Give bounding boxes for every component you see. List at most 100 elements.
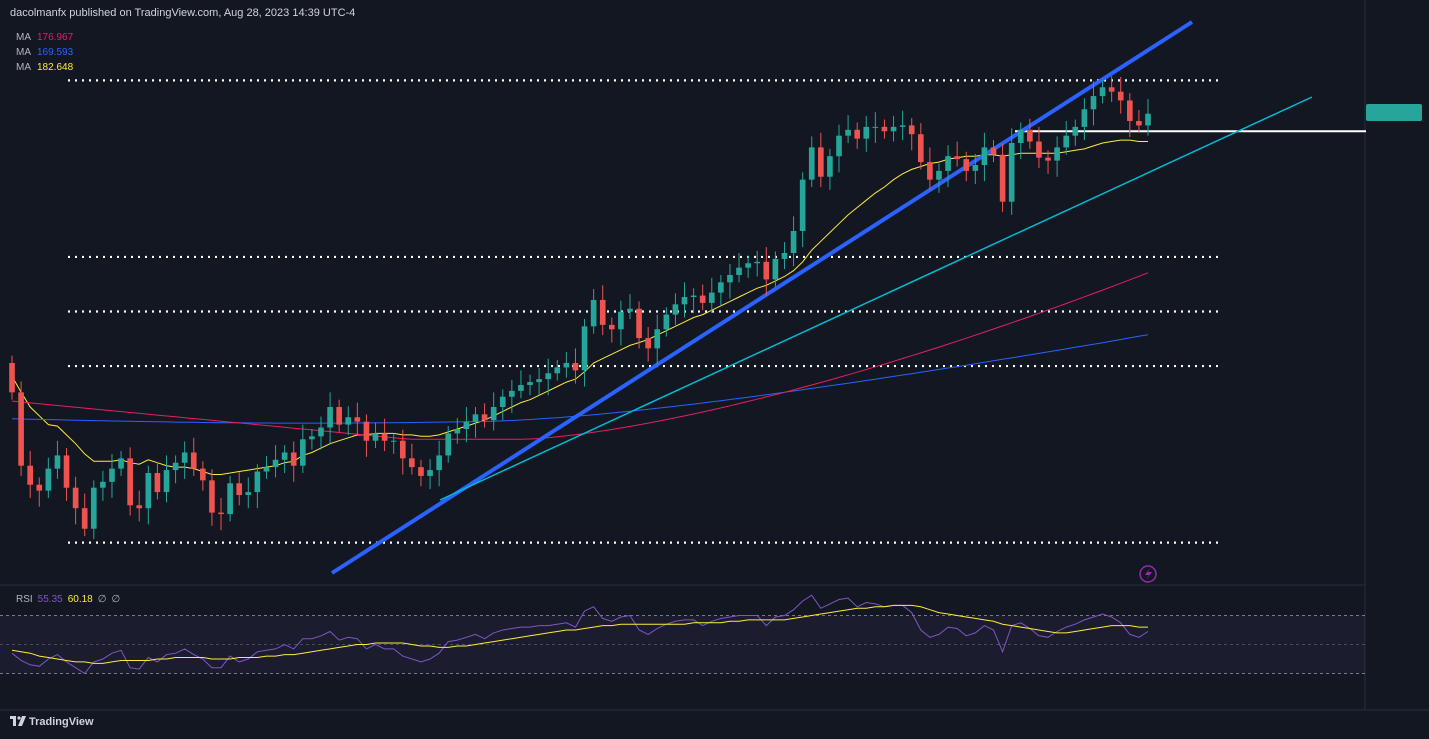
candle-body — [154, 473, 161, 493]
ma-legend-1[interactable]: MA 176.967 — [16, 32, 73, 43]
ma-value: 182.648 — [37, 62, 74, 73]
candle-body — [272, 459, 279, 468]
candle-body — [36, 484, 43, 491]
candle-body — [327, 407, 333, 428]
candle-body — [718, 282, 724, 293]
candle-body — [1027, 129, 1033, 142]
candle-body — [972, 165, 979, 171]
candle-body — [863, 126, 870, 139]
candle-body — [608, 324, 615, 330]
candle-body — [290, 452, 297, 466]
candle-body — [27, 465, 33, 485]
candle-body — [1136, 121, 1142, 126]
candle-body — [118, 458, 124, 469]
candle-body — [618, 311, 624, 330]
candle-body — [990, 147, 997, 155]
lightning-icon-bolt — [1145, 568, 1152, 580]
candle-body — [599, 299, 606, 325]
candle-body — [218, 512, 224, 515]
candle-body — [763, 261, 770, 280]
candle-body — [845, 129, 851, 136]
candle-body — [409, 458, 415, 468]
lightning-icon[interactable] — [1139, 565, 1157, 583]
candle-body — [1127, 100, 1133, 122]
candle-body — [872, 126, 879, 128]
candle-body — [72, 487, 79, 509]
candle-body — [345, 417, 352, 425]
candle-body — [663, 314, 670, 330]
candle-body — [1036, 141, 1042, 158]
candle-body — [336, 407, 342, 425]
candle-body — [745, 263, 751, 268]
last-price-badge — [1366, 103, 1422, 121]
candle-body — [9, 363, 15, 393]
candle-body — [299, 439, 306, 466]
candle-body — [781, 253, 788, 259]
candle-body — [318, 427, 324, 437]
candle-body — [172, 462, 179, 471]
rsi-line — [11, 594, 1149, 675]
candle-body — [654, 329, 661, 349]
candle-body — [518, 385, 524, 391]
candle-body — [381, 433, 388, 441]
candle-body — [254, 471, 261, 493]
candle-body — [236, 483, 243, 496]
fibonacci-levels — [68, 79, 1366, 544]
rsi-ma-line — [11, 604, 1148, 664]
candle-body — [263, 467, 270, 472]
ma-legend-2[interactable]: MA 169.593 — [16, 47, 73, 58]
candle-body — [808, 147, 815, 180]
rising-trendline — [330, 20, 1194, 575]
rsi-extra-1: ∅ — [97, 594, 107, 605]
candle-body — [645, 338, 651, 349]
rsi-label: RSI — [16, 594, 33, 605]
candle-body — [127, 458, 133, 506]
support-trendline — [439, 96, 1313, 501]
candle-body — [727, 275, 733, 283]
candle-body — [372, 433, 379, 441]
candle-body — [163, 470, 170, 493]
candle-body — [827, 156, 833, 177]
trendlines — [330, 20, 1313, 575]
candle-body — [854, 129, 861, 139]
candle-body — [1117, 91, 1124, 101]
candle-body — [927, 162, 933, 180]
candle-body — [890, 126, 897, 132]
price-axis[interactable] — [1366, 103, 1422, 121]
candle-body — [1008, 143, 1015, 202]
candle-body — [545, 373, 552, 380]
candle-body — [399, 440, 406, 459]
ma-legend-3[interactable]: MA 182.648 — [16, 62, 73, 73]
candle-body — [908, 125, 915, 135]
candle-body — [881, 126, 888, 132]
candle-body — [245, 492, 252, 496]
candle-body — [627, 308, 633, 312]
candle-body — [754, 261, 761, 264]
candle-body — [63, 455, 70, 488]
candle-body — [536, 379, 542, 383]
candle-body — [981, 147, 988, 166]
candle-body — [363, 421, 370, 441]
candle-body — [81, 508, 88, 529]
candle-body — [472, 414, 479, 422]
candle-body — [100, 481, 106, 488]
tradingview-logo[interactable]: TradingView — [10, 716, 94, 728]
candle-body — [436, 455, 442, 471]
candle-body — [563, 363, 570, 368]
candle-body — [1099, 87, 1106, 97]
ma-label: MA — [16, 62, 31, 73]
candle-body — [390, 440, 397, 442]
candle-body — [490, 407, 497, 421]
candle-body — [227, 483, 233, 515]
candle-body — [1054, 147, 1060, 161]
candle-body — [90, 487, 97, 529]
candle-body — [481, 414, 488, 421]
candle-body — [581, 326, 588, 371]
candle-body — [454, 429, 461, 434]
candle-body — [572, 363, 579, 371]
candle-body — [799, 179, 806, 232]
candle-body — [936, 170, 942, 180]
rsi-legend[interactable]: RSI 55.35 60.18 ∅ ∅ — [16, 594, 120, 605]
candle-body — [1081, 109, 1088, 127]
